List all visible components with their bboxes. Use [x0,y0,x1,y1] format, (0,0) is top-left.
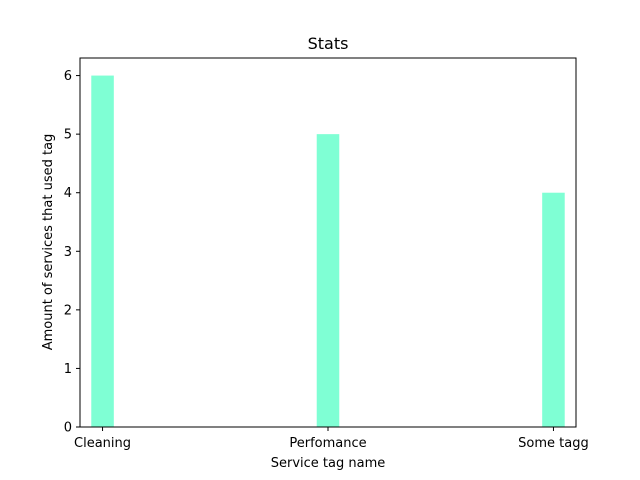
bar-perfomance [316,134,340,427]
axes-layer: 0 1 2 3 4 5 6 Cleaning Perfomance Some tagg [64,57,589,451]
x-axis-label: Service tag name [271,456,386,471]
y-tick-label: 4 [64,186,72,201]
y-tick-label: 5 [64,128,72,143]
x-tick-label: Some tagg [518,436,589,451]
y-tick-label: 1 [64,362,72,377]
y-axis-label: Amount of services that used tag [41,134,56,351]
bars-layer [91,75,565,428]
y-tick-label: 0 [64,421,72,436]
y-tick-label: 3 [64,245,72,260]
y-tick-label: 6 [64,69,72,84]
x-tick-label: Cleaning [74,436,131,451]
y-tick-label: 2 [64,303,72,318]
bar-cleaning [91,75,114,428]
bar-some-tagg [542,192,565,427]
x-tick-label: Perfomance [289,436,366,451]
chart-title: Stats [308,34,349,53]
